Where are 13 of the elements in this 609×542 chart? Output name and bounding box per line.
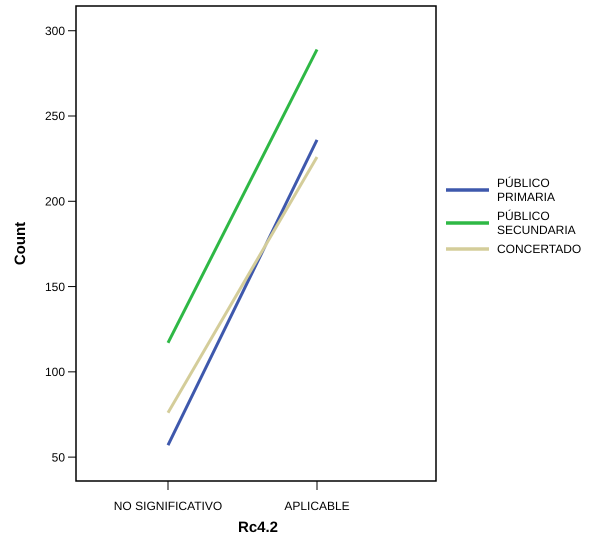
y-axis-title: Count (12, 222, 29, 266)
y-tick-label: 50 (52, 450, 66, 464)
y-tick-label: 250 (44, 109, 66, 124)
legend-label: PÚBLICO SECUNDARIA (497, 209, 576, 238)
legend-label: PÚBLICO PRIMARIA (497, 176, 556, 204)
legend-label: CONCERTADO (497, 242, 582, 256)
x-tick-label: APLICABLE (284, 499, 350, 513)
y-tick-label: 200 (44, 194, 66, 208)
y-tick-label: 100 (44, 365, 66, 380)
x-axis-title: Rc4.2 (238, 519, 278, 536)
y-tick-label: 150 (44, 280, 66, 294)
x-tick-label: NO SIGNIFICATIVO (114, 499, 222, 513)
y-tick-label: 300 (44, 24, 66, 38)
